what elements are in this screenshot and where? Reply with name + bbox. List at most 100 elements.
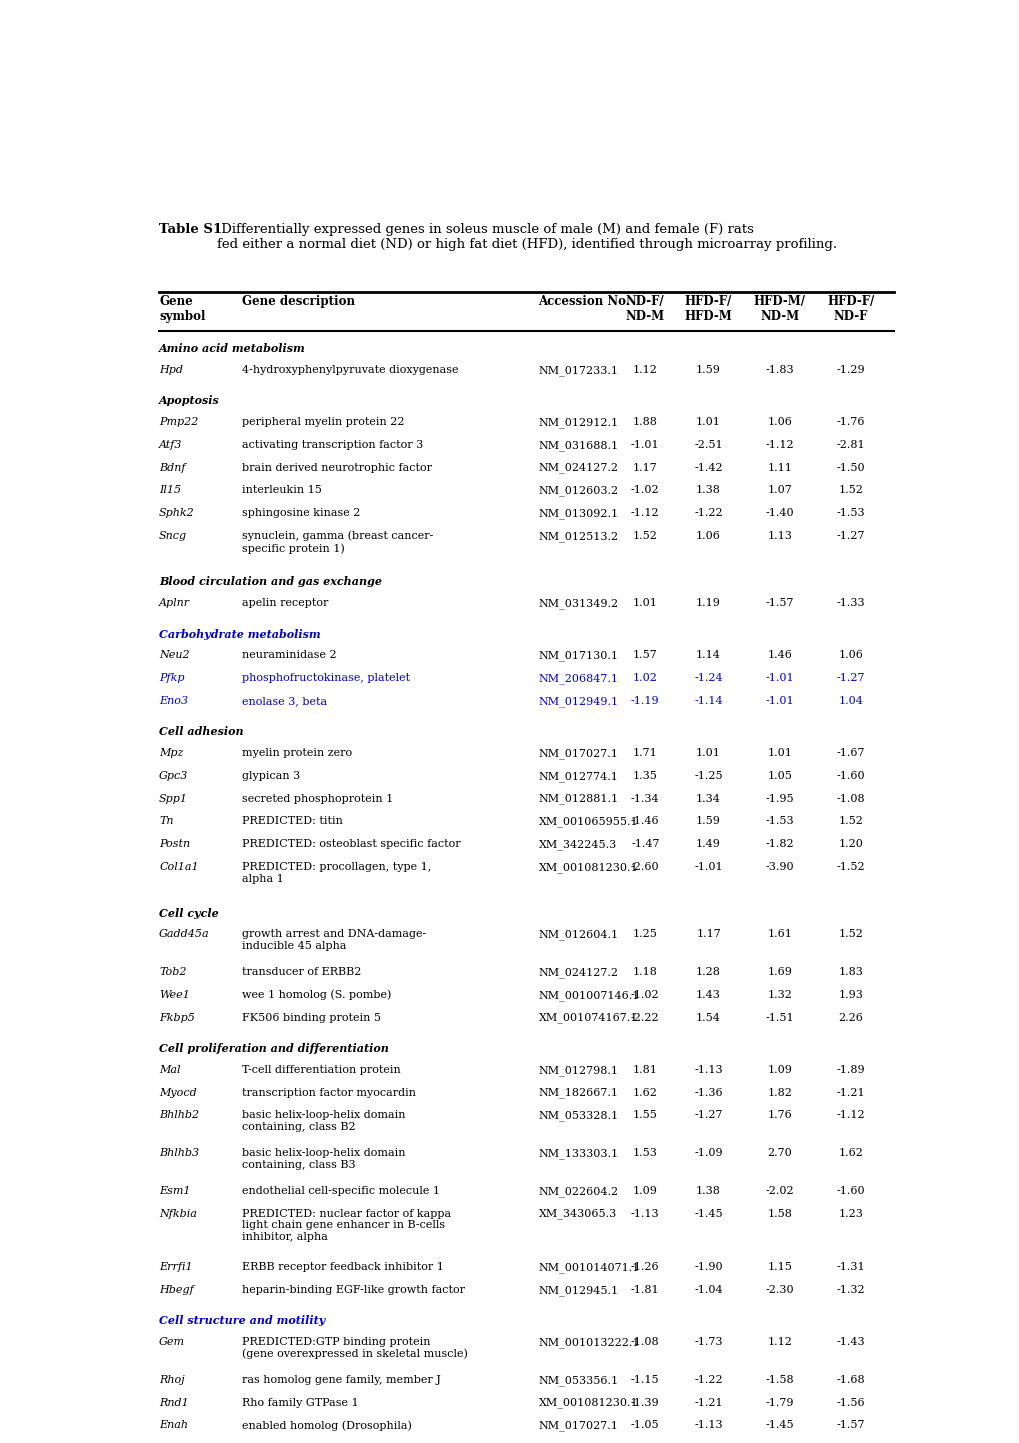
Text: NM_182667.1: NM_182667.1 (538, 1088, 618, 1098)
Text: -1.81: -1.81 (631, 1284, 659, 1294)
Text: basic helix-loop-helix domain
containing, class B2: basic helix-loop-helix domain containing… (242, 1110, 406, 1131)
Text: 1.71: 1.71 (632, 747, 657, 758)
Text: 1.01: 1.01 (695, 747, 720, 758)
Text: Esm1: Esm1 (159, 1186, 191, 1196)
Text: -1.22: -1.22 (694, 1375, 722, 1385)
Text: -1.12: -1.12 (631, 508, 659, 518)
Text: 1.55: 1.55 (632, 1110, 657, 1120)
Text: -1.27: -1.27 (836, 531, 864, 541)
Text: 1.04: 1.04 (838, 696, 862, 706)
Text: 1.54: 1.54 (695, 1013, 720, 1023)
Text: Sncg: Sncg (159, 531, 187, 541)
Text: NM_024127.2: NM_024127.2 (538, 967, 618, 978)
Text: 1.32: 1.32 (766, 990, 792, 1000)
Text: NM_017027.1: NM_017027.1 (538, 1420, 618, 1431)
Text: -2.02: -2.02 (764, 1186, 793, 1196)
Text: -1.21: -1.21 (836, 1088, 864, 1098)
Text: -1.51: -1.51 (764, 1013, 793, 1023)
Text: NM_031688.1: NM_031688.1 (538, 440, 619, 450)
Text: -1.01: -1.01 (631, 440, 659, 450)
Text: NM_012949.1: NM_012949.1 (538, 696, 619, 707)
Text: -1.02: -1.02 (631, 990, 659, 1000)
Text: NM_053356.1: NM_053356.1 (538, 1375, 619, 1385)
Text: -1.02: -1.02 (631, 485, 659, 495)
Text: phosphofructokinase, platelet: phosphofructokinase, platelet (242, 672, 410, 683)
Text: 1.35: 1.35 (632, 771, 657, 781)
Text: Bhlhb2: Bhlhb2 (159, 1110, 199, 1120)
Text: Gem: Gem (159, 1338, 184, 1348)
Text: Myocd: Myocd (159, 1088, 197, 1098)
Text: -1.95: -1.95 (764, 794, 793, 804)
Text: NM_012513.2: NM_012513.2 (538, 531, 619, 541)
Text: sphingosine kinase 2: sphingosine kinase 2 (242, 508, 360, 518)
Text: XM_001074167.1: XM_001074167.1 (538, 1013, 637, 1023)
Text: XM_001065955.1: XM_001065955.1 (538, 817, 638, 827)
Text: Nfkbia: Nfkbia (159, 1209, 197, 1219)
Text: 1.19: 1.19 (695, 599, 720, 608)
Text: -1.13: -1.13 (631, 1209, 659, 1219)
Text: Pfkp: Pfkp (159, 672, 184, 683)
Text: 1.52: 1.52 (838, 817, 862, 827)
Text: -1.04: -1.04 (694, 1284, 722, 1294)
Text: Mal: Mal (159, 1065, 180, 1075)
Text: -2.22: -2.22 (631, 1013, 659, 1023)
Text: 1.52: 1.52 (838, 485, 862, 495)
Text: synuclein, gamma (breast cancer-
specific protein 1): synuclein, gamma (breast cancer- specifi… (242, 531, 433, 554)
Text: 1.46: 1.46 (766, 651, 792, 661)
Text: -1.27: -1.27 (694, 1110, 722, 1120)
Text: 1.59: 1.59 (695, 817, 720, 827)
Text: 1.12: 1.12 (766, 1338, 792, 1348)
Text: apelin receptor: apelin receptor (242, 599, 328, 608)
Text: NM_012603.2: NM_012603.2 (538, 485, 619, 496)
Text: 1.28: 1.28 (695, 967, 720, 977)
Text: -1.57: -1.57 (836, 1420, 864, 1430)
Text: -1.68: -1.68 (836, 1375, 864, 1385)
Text: Spp1: Spp1 (159, 794, 187, 804)
Text: -1.26: -1.26 (631, 1263, 659, 1273)
Text: NM_053328.1: NM_053328.1 (538, 1110, 619, 1121)
Text: -3.90: -3.90 (764, 861, 793, 872)
Text: -1.01: -1.01 (694, 861, 722, 872)
Text: 1.62: 1.62 (838, 1149, 862, 1159)
Text: Differentially expressed genes in soleus muscle of male (M) and female (F) rats
: Differentially expressed genes in soleus… (217, 224, 837, 251)
Text: XM_001081230.1: XM_001081230.1 (538, 1398, 638, 1408)
Text: -1.12: -1.12 (764, 440, 793, 450)
Text: Errfi1: Errfi1 (159, 1263, 193, 1273)
Text: basic helix-loop-helix domain
containing, class B3: basic helix-loop-helix domain containing… (242, 1149, 406, 1170)
Text: -1.89: -1.89 (836, 1065, 864, 1075)
Text: -1.47: -1.47 (631, 840, 659, 850)
Text: -1.40: -1.40 (764, 508, 793, 518)
Text: 1.12: 1.12 (632, 365, 657, 375)
Text: PREDICTED: procollagen, type 1,
alpha 1: PREDICTED: procollagen, type 1, alpha 1 (242, 861, 431, 883)
Text: PREDICTED:GTP binding protein
(gene overexpressed in skeletal muscle): PREDICTED:GTP binding protein (gene over… (242, 1338, 468, 1359)
Text: ras homolog gene family, member J: ras homolog gene family, member J (242, 1375, 440, 1385)
Text: NM_013092.1: NM_013092.1 (538, 508, 619, 519)
Text: -2.51: -2.51 (694, 440, 722, 450)
Text: Hpd: Hpd (159, 365, 183, 375)
Text: 1.09: 1.09 (632, 1186, 657, 1196)
Text: Apoptosis: Apoptosis (159, 395, 220, 407)
Text: PREDICTED: nuclear factor of kappa
light chain gene enhancer in B-cells
inhibito: PREDICTED: nuclear factor of kappa light… (242, 1209, 450, 1242)
Text: 1.62: 1.62 (632, 1088, 657, 1098)
Text: 1.05: 1.05 (766, 771, 792, 781)
Text: Gadd45a: Gadd45a (159, 929, 210, 939)
Text: 1.06: 1.06 (695, 531, 720, 541)
Text: enolase 3, beta: enolase 3, beta (242, 696, 327, 706)
Text: -1.42: -1.42 (694, 463, 722, 473)
Text: NM_012945.1: NM_012945.1 (538, 1284, 619, 1296)
Text: 1.53: 1.53 (632, 1149, 657, 1159)
Text: -1.50: -1.50 (836, 463, 864, 473)
Text: Tn: Tn (159, 817, 173, 827)
Text: 1.01: 1.01 (632, 599, 657, 608)
Text: -1.82: -1.82 (764, 840, 793, 850)
Text: -1.60: -1.60 (836, 771, 864, 781)
Text: 1.01: 1.01 (766, 747, 792, 758)
Text: 1.76: 1.76 (766, 1110, 792, 1120)
Text: -2.81: -2.81 (836, 440, 864, 450)
Text: 2.70: 2.70 (766, 1149, 792, 1159)
Text: Gene description: Gene description (242, 296, 355, 309)
Text: NM_012912.1: NM_012912.1 (538, 417, 619, 427)
Text: Cell adhesion: Cell adhesion (159, 726, 244, 737)
Text: 1.15: 1.15 (766, 1263, 792, 1273)
Text: Bdnf: Bdnf (159, 463, 185, 473)
